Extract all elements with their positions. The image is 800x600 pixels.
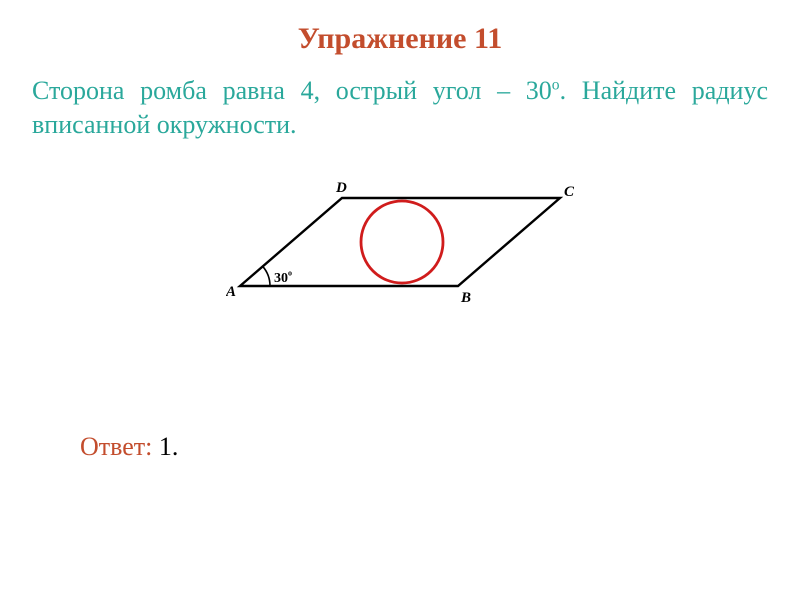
svg-text:A: A bbox=[226, 284, 236, 300]
svg-text:B: B bbox=[460, 290, 471, 306]
svg-text:30о: 30о bbox=[274, 268, 292, 285]
problem-degree-sup: о bbox=[552, 76, 560, 93]
problem-statement: Сторона ромба равна 4, острый угол – 30о… bbox=[0, 56, 800, 142]
diagram-container: A B C D 30о bbox=[0, 174, 800, 314]
answer-label: Ответ: bbox=[80, 432, 152, 461]
page-title: Упражнение 11 bbox=[0, 0, 800, 56]
problem-text-before: Сторона ромба равна 4, острый угол – 30 bbox=[32, 76, 552, 105]
title-text: Упражнение 11 bbox=[298, 22, 503, 55]
svg-text:D: D bbox=[335, 180, 347, 196]
answer-value: 1. bbox=[152, 432, 178, 461]
rhombus-diagram: A B C D 30о bbox=[226, 174, 574, 314]
svg-text:C: C bbox=[564, 184, 574, 200]
answer-line: Ответ: 1. bbox=[80, 432, 178, 462]
